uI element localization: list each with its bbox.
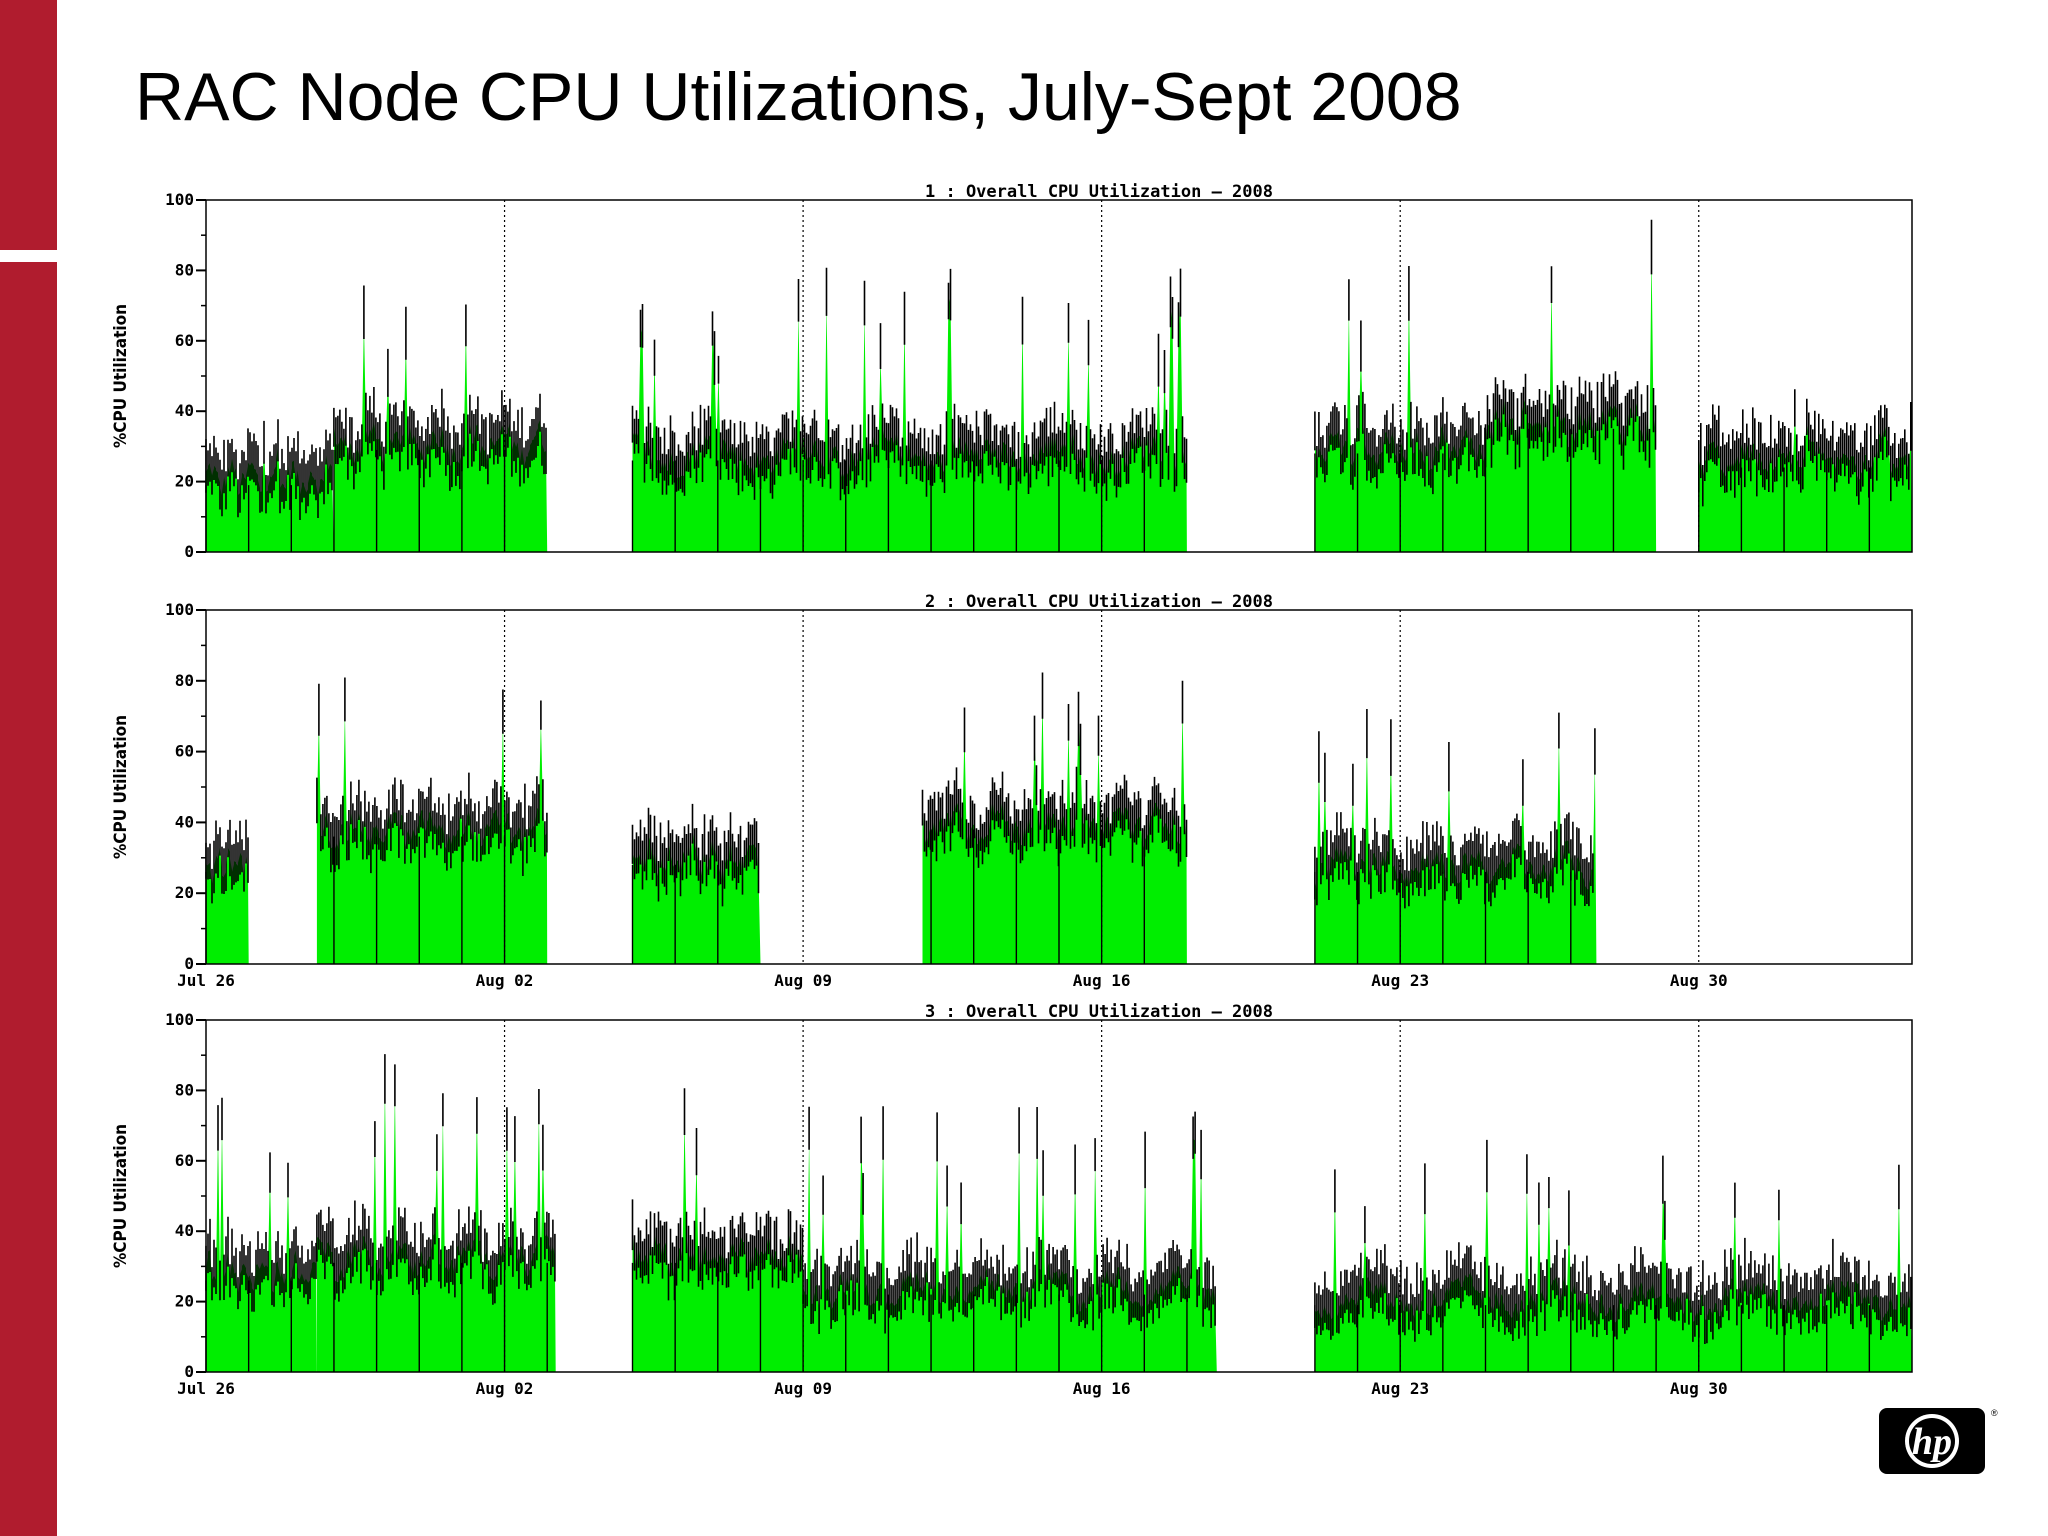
- y-tick-label: 0: [184, 954, 194, 973]
- x-tick-label: Jul 26: [177, 971, 235, 990]
- y-tick-label: 100: [165, 190, 194, 209]
- accent-bar-bottom: [0, 262, 57, 1536]
- series-segment-fill: [206, 442, 334, 552]
- x-tick-label: Aug 16: [1073, 1379, 1131, 1398]
- y-axis-label: %CPU Utilization: [111, 715, 131, 859]
- series-segment-fill: [803, 1135, 1217, 1372]
- series-segment-band: [316, 1054, 556, 1305]
- y-tick-label: 60: [175, 742, 194, 761]
- y-tick-label: 20: [175, 1292, 194, 1311]
- y-axis-label: %CPU Utilization: [111, 304, 131, 448]
- chart-title: 2 : Overall CPU Utilization – 2008: [925, 592, 1273, 612]
- series-segment-band: [1314, 266, 1486, 495]
- x-tick-label: Jul 26: [177, 1379, 235, 1398]
- accent-bar-top: [0, 0, 57, 250]
- series-segment-band: [333, 285, 547, 491]
- x-tick-label: Aug 16: [1073, 971, 1131, 990]
- y-tick-label: 20: [175, 883, 194, 902]
- series-segment-fill: [316, 710, 548, 964]
- y-tick-label: 20: [175, 472, 194, 491]
- svg-text:®: ®: [1991, 1408, 1998, 1418]
- chart-title: 3 : Overall CPU Utilization – 2008: [925, 1002, 1273, 1022]
- y-tick-label: 0: [184, 542, 194, 561]
- series-segment-band: [316, 677, 548, 876]
- series-segment-band: [631, 803, 760, 907]
- x-tick-label: Aug 23: [1371, 1379, 1429, 1398]
- logo-text: hp: [1912, 1421, 1952, 1463]
- y-tick-label: 40: [175, 812, 194, 831]
- chart-2: 0 20 40 60 80 100 %CPU Utilization 2 : Overall …: [111, 592, 1913, 990]
- y-tick-label: 0: [184, 1362, 194, 1381]
- slide-title: RAC Node CPU Utilizations, July-Sept 200…: [135, 59, 1462, 135]
- series-segment-fill: [632, 296, 1187, 552]
- chart-3: 0 20 40 60 80 100 %CPU Utilization 3 : Overall …: [111, 1002, 1913, 1398]
- series-segment-band: [631, 1088, 804, 1301]
- x-tick-label: Aug 09: [774, 971, 832, 990]
- series-segment-band: [802, 1106, 1216, 1334]
- series-segment-band: [631, 267, 1188, 501]
- y-tick-label: 100: [165, 600, 194, 619]
- y-tick-label: 40: [175, 1221, 194, 1240]
- x-tick-label: Aug 30: [1670, 971, 1728, 990]
- chart-1: 0 20 40 60 80 100 %CPU Utilization 1 : Overall …: [111, 182, 1913, 561]
- series-segment-band: [921, 672, 1188, 868]
- chart-title: 1 : Overall CPU Utilization – 2008: [925, 182, 1273, 202]
- series-segment-fill: [1314, 1170, 1912, 1372]
- series-segment-fill: [333, 320, 548, 552]
- x-tick-label: Aug 02: [476, 1379, 534, 1398]
- x-tick-label: Aug 30: [1670, 1379, 1728, 1398]
- hp-logo-icon: hp ®: [1879, 1408, 1998, 1474]
- y-tick-label: 40: [175, 401, 194, 420]
- series-segment-fill: [1314, 734, 1597, 964]
- y-axis-label: %CPU Utilization: [111, 1124, 131, 1268]
- x-tick-label: Aug 09: [774, 1379, 832, 1398]
- series-segment-fill: [316, 1084, 556, 1372]
- y-tick-label: 100: [165, 1010, 194, 1029]
- y-tick-label: 80: [175, 1080, 194, 1099]
- x-tick-label: Aug 02: [476, 971, 534, 990]
- series-segment-fill: [206, 1125, 317, 1372]
- y-tick-label: 80: [175, 260, 194, 279]
- y-tick-label: 60: [175, 1151, 194, 1170]
- y-tick-label: 60: [175, 331, 194, 350]
- y-tick-label: 80: [175, 671, 194, 690]
- series-segment-fill: [922, 696, 1187, 964]
- x-tick-label: Aug 23: [1371, 971, 1429, 990]
- series-segment-fill: [1698, 412, 1912, 552]
